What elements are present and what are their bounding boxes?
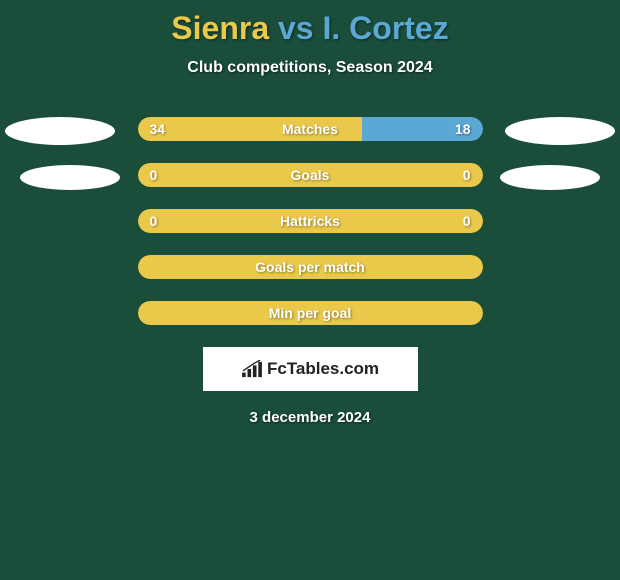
decor-ellipse-left-1 (5, 117, 115, 145)
stat-label: Hattricks (280, 213, 340, 229)
stat-label: Goals per match (255, 259, 365, 275)
stat-row-goals-per-match: Goals per match (138, 255, 483, 279)
stat-label: Matches (282, 121, 338, 137)
stat-value-right: 0 (463, 213, 471, 229)
player-left-name: Sienra (171, 10, 269, 46)
stat-value-right: 0 (463, 167, 471, 183)
stat-value-left: 0 (150, 167, 158, 183)
stat-row-hattricks: 0 Hattricks 0 (138, 209, 483, 233)
brand-box: FcTables.com (203, 347, 418, 391)
stats-area: 34 Matches 18 0 Goals 0 0 Hattricks 0 (0, 117, 620, 426)
date-text: 3 december 2024 (0, 409, 620, 426)
chart-icon (241, 360, 263, 378)
stat-row-min-per-goal: Min per goal (138, 301, 483, 325)
stat-label: Min per goal (269, 305, 351, 321)
vs-label: vs (278, 10, 314, 46)
stat-value-left: 0 (150, 213, 158, 229)
player-right-name: I. Cortez (322, 10, 448, 46)
brand-logo: FcTables.com (241, 359, 379, 379)
decor-ellipse-right-1 (505, 117, 615, 145)
stat-rows: 34 Matches 18 0 Goals 0 0 Hattricks 0 (138, 117, 483, 325)
title-row: Sienra vs I. Cortez (171, 10, 448, 47)
brand-text: FcTables.com (267, 359, 379, 379)
comparison-card: Sienra vs I. Cortez Club competitions, S… (0, 0, 620, 426)
stat-value-left: 34 (150, 121, 166, 137)
decor-ellipse-right-2 (500, 165, 600, 190)
stat-value-right: 18 (455, 121, 471, 137)
stat-row-matches: 34 Matches 18 (138, 117, 483, 141)
stat-label: Goals (291, 167, 330, 183)
decor-ellipse-left-2 (20, 165, 120, 190)
subtitle-text: Club competitions, Season 2024 (187, 59, 432, 77)
stat-row-goals: 0 Goals 0 (138, 163, 483, 187)
